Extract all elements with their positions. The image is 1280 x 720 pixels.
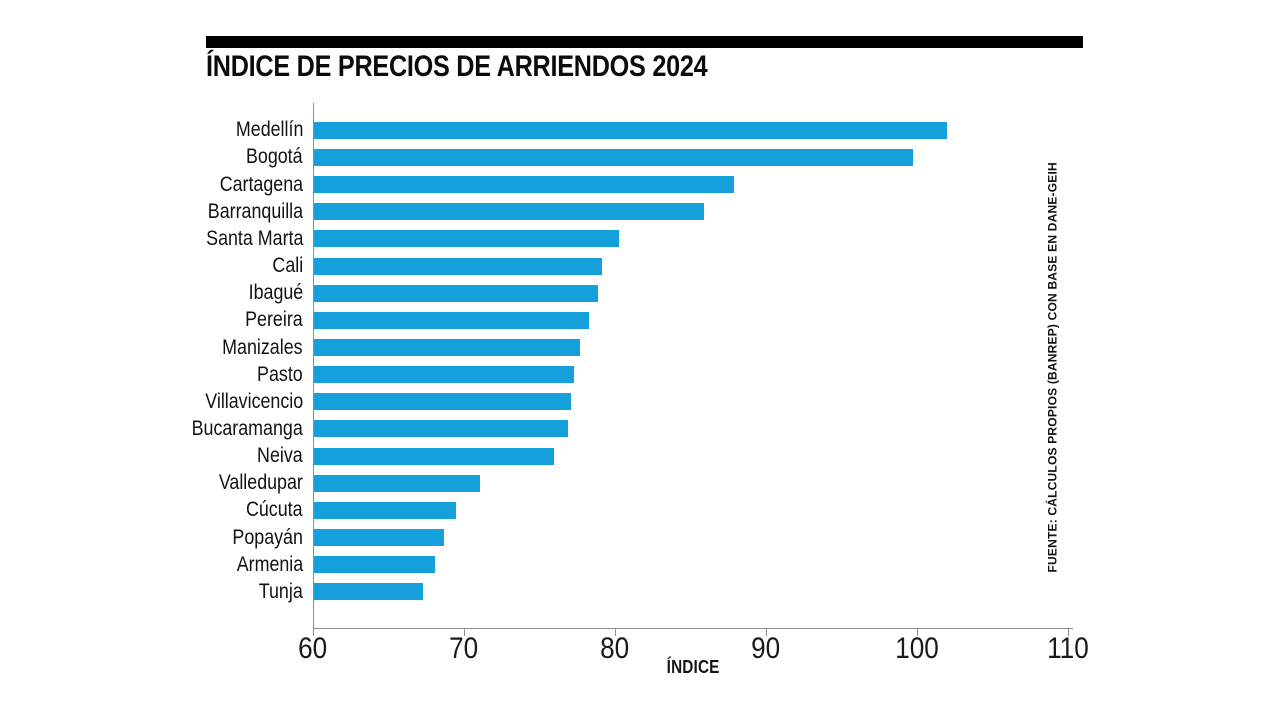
category-label: Tunja [251,580,303,604]
x-axis-line [313,628,1073,629]
x-tick-label-text: 60 [298,632,328,665]
x-axis-title: ÍNDICE [666,657,720,677]
category-label-text: Pasto [257,362,303,386]
x-tick-label: 70 [424,634,504,664]
bar-tunja [314,583,423,601]
x-tick-mark [766,628,767,636]
x-tick-mark [313,628,314,636]
bar-neiva [314,447,555,465]
category-label-text: Santa Marta [205,226,303,250]
bar-manizales [314,339,580,356]
category-label: Bucaramanga [172,417,303,441]
bar-valledupar [314,474,481,492]
x-tick-label-text: 110 [1047,632,1089,665]
category-label-text: Medellín [235,118,303,142]
category-label-text: Armenia [236,552,303,576]
x-tick-mark [1068,628,1069,636]
bar-pereira [314,311,589,329]
category-label: Ibagué [239,281,303,305]
x-tick-label: 80 [575,634,655,664]
bar-bogota [314,148,914,166]
category-label: Armenia [225,553,303,577]
x-tick-label-text: 80 [600,632,630,665]
x-tick-label: 90 [726,634,806,664]
category-label-text: Neiva [257,444,303,468]
bar-bucaramanga [314,420,568,438]
category-label-text: Cúcuta [246,498,303,522]
category-label: Cali [267,254,303,278]
category-label: Cúcuta [236,498,303,522]
bar-cali [314,257,603,275]
category-label: Barranquilla [191,200,303,224]
category-label-text: Valledupar [218,471,303,495]
category-label-text: Tunja [258,579,303,603]
category-label: Bogotá [236,145,303,169]
bar-barranquilla [314,203,704,221]
category-label: Popayán [220,526,303,550]
bar-cartagena [314,176,734,194]
category-label-text: Pereira [245,308,303,332]
x-axis-title-wrap: ÍNDICE [313,657,1073,678]
y-axis-line [313,103,314,629]
x-tick-label-text: 90 [751,632,781,665]
bar-cucuta [314,501,456,519]
bar-pasto [314,366,574,384]
category-label-text: Bucaramanga [191,416,303,440]
category-label-text: Cartagena [219,172,303,196]
bar-villavicencio [314,393,571,411]
x-tick-label-text: 70 [449,632,479,665]
category-label-text: Bogotá [246,145,303,169]
category-label: Valledupar [204,471,303,495]
category-label-text: Villavicencio [205,389,303,413]
x-tick-label: 100 [877,634,957,664]
bar-popayan [314,529,444,547]
bar-armenia [314,556,435,574]
category-label-text: Cali [272,254,303,278]
category-label: Medellín [224,118,303,142]
x-tick-label: 110 [1028,634,1108,664]
category-label-text: Ibagué [248,281,303,305]
category-label: Pasto [249,363,303,387]
category-label-text: Popayán [232,525,303,549]
bar-ibague [314,284,598,302]
x-tick-mark [917,628,918,636]
category-label: Villavicencio [188,390,303,414]
x-tick-mark [615,628,616,636]
category-label: Neiva [249,444,303,468]
x-tick-mark [464,628,465,636]
chart-title: ÍNDICE DE PRECIOS DE ARRIENDOS 2024 [206,50,708,83]
x-tick-label: 60 [273,634,353,664]
category-label: Cartagena [205,173,303,197]
category-label: Santa Marta [189,227,303,251]
x-tick-label-text: 100 [895,632,939,665]
category-label-text: Barranquilla [207,199,303,223]
category-label-text: Manizales [222,335,303,359]
category-label: Manizales [208,336,303,360]
bar-medellin [314,121,947,139]
source-note: FUENTE: CÁLCULOS PROPIOS (BANREP) CON BA… [1045,162,1060,573]
top-rule-bar [206,36,1083,48]
category-label: Pereira [235,308,303,332]
bar-santa-marta [314,230,620,248]
